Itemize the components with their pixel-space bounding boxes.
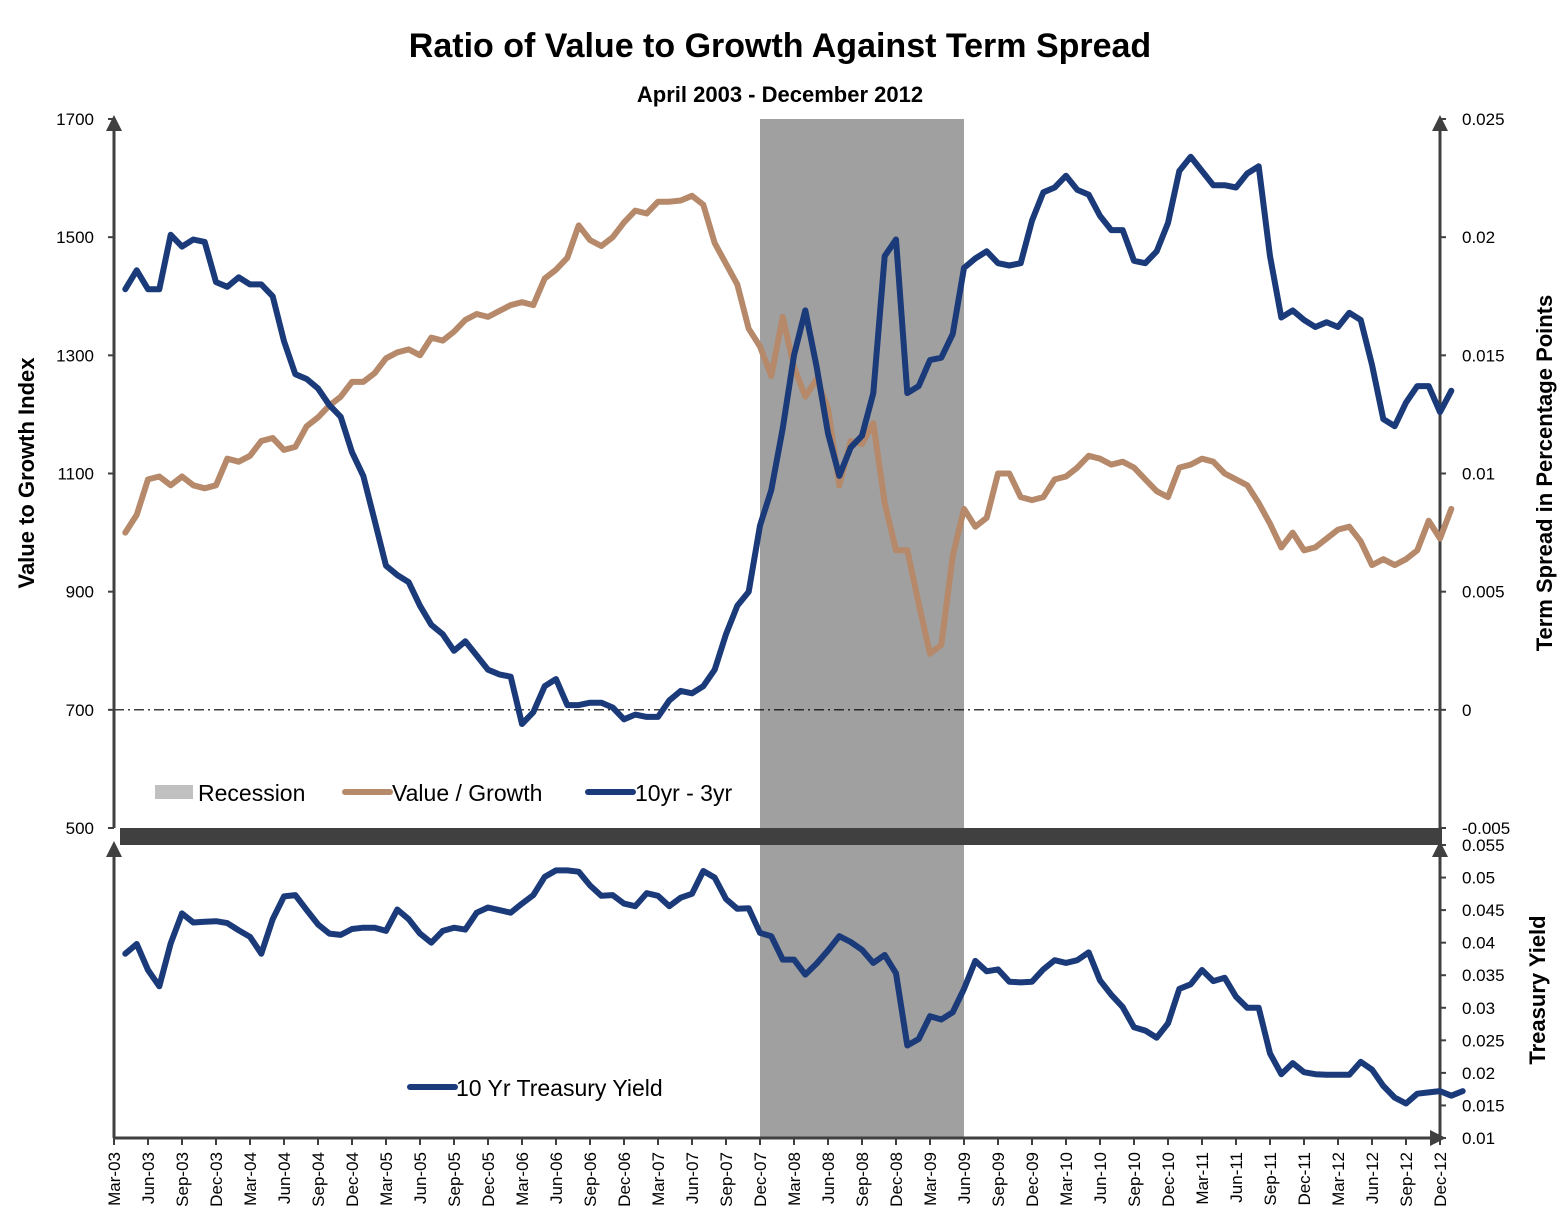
bottom-right-arrow	[1432, 841, 1448, 857]
x-tick-label: Mar-10	[1057, 1152, 1076, 1206]
x-tick-label: Dec-03	[207, 1152, 226, 1207]
x-tick-label: Jun-09	[955, 1152, 974, 1204]
treasury-yield-line	[122, 867, 1466, 1107]
legend-yield-label: 10 Yr Treasury Yield	[456, 1075, 663, 1101]
chart-subtitle: April 2003 - December 2012	[637, 82, 923, 107]
x-axis-arrow	[1430, 1130, 1446, 1146]
x-tick-label: Jun-06	[547, 1152, 566, 1204]
legend-top: Recession Value / Growth 10yr - 3yr	[155, 780, 732, 806]
x-tick-label: Jun-05	[411, 1152, 430, 1204]
x-tick-label: Dec-11	[1295, 1152, 1314, 1206]
legend-bottom: 10 Yr Treasury Yield	[407, 1075, 663, 1101]
chart-title: Ratio of Value to Growth Against Term Sp…	[409, 27, 1151, 65]
left-tick-label: 1500	[56, 228, 94, 247]
x-tick-label: Dec-12	[1431, 1152, 1450, 1207]
bottom-left-arrow	[106, 841, 122, 857]
left-tick-label: 700	[66, 701, 94, 720]
x-tick-label: Dec-07	[751, 1152, 770, 1207]
right-tick-label: 0.02	[1462, 228, 1495, 247]
yield-tick-label: 0.01	[1462, 1129, 1495, 1148]
x-tick-label: Mar-07	[649, 1152, 668, 1206]
right-tick-label: 0.01	[1462, 465, 1495, 484]
x-tick-label: Jun-12	[1363, 1152, 1382, 1204]
right-tick-label: 0.005	[1462, 583, 1505, 602]
yield-tick-label: 0.05	[1462, 869, 1495, 888]
top-series-lines	[122, 153, 1455, 727]
left-tick-label: 1700	[56, 110, 94, 129]
x-tick-label: Sep-04	[309, 1152, 328, 1207]
left-axis-title: Value to Growth Index	[14, 357, 39, 589]
x-tick-label: Sep-05	[445, 1152, 464, 1207]
x-tick-label: Sep-07	[717, 1152, 736, 1207]
x-tick-label: Dec-09	[1023, 1152, 1042, 1207]
x-tick-label: Sep-10	[1125, 1152, 1144, 1207]
top-left-arrow	[106, 115, 122, 131]
x-tick-label: Jun-04	[275, 1152, 294, 1204]
left-tick-label: 900	[66, 583, 94, 602]
x-tick-label: Dec-05	[479, 1152, 498, 1207]
yield-tick-label: 0.04	[1462, 934, 1495, 953]
x-tick-label: Mar-04	[241, 1152, 260, 1206]
x-tick-label: Mar-08	[785, 1152, 804, 1206]
yield-tick-label: 0.02	[1462, 1064, 1495, 1083]
left-tick-label: 1300	[56, 346, 94, 365]
legend-recession-swatch	[155, 785, 193, 799]
x-tick-label: Dec-08	[887, 1152, 906, 1207]
value-growth-line	[122, 192, 1455, 657]
yield-tick-label: 0.055	[1462, 836, 1505, 855]
yield-tick-label: 0.015	[1462, 1096, 1505, 1115]
x-tick-label: Dec-10	[1159, 1152, 1178, 1207]
axes	[106, 115, 1448, 1146]
x-tick-label: Sep-08	[853, 1152, 872, 1207]
legend-recession-label: Recession	[198, 780, 305, 806]
x-tick-label: Dec-04	[343, 1152, 362, 1207]
x-tick-label: Jun-03	[139, 1152, 158, 1204]
x-tick-label: Mar-11	[1193, 1152, 1212, 1205]
legend-spread-label: 10yr - 3yr	[635, 780, 732, 806]
yield-tick-label: 0.035	[1462, 966, 1505, 985]
x-tick-label: Jun-10	[1091, 1152, 1110, 1204]
x-tick-label: Mar-05	[377, 1152, 396, 1206]
yield-tick-label: 0.03	[1462, 999, 1495, 1018]
right-tick-label: -0.005	[1462, 819, 1510, 838]
x-tick-label: Jun-08	[819, 1152, 838, 1204]
x-tick-label: Dec-06	[615, 1152, 634, 1207]
right-tick-label: 0.025	[1462, 110, 1505, 129]
right-tick-label: 0.015	[1462, 346, 1505, 365]
x-tick-label: Jun-07	[683, 1152, 702, 1204]
yield-tick-label: 0.045	[1462, 901, 1505, 920]
right-tick-label: 0	[1462, 701, 1471, 720]
treasury-axis-title: Treasury Yield	[1525, 915, 1550, 1064]
x-tick-label: Sep-12	[1397, 1152, 1416, 1207]
bottom-series-lines	[122, 867, 1466, 1107]
legend-value-growth-label: Value / Growth	[392, 780, 542, 806]
x-tick-label: Mar-12	[1329, 1152, 1348, 1206]
x-tick-label: Sep-11	[1261, 1152, 1280, 1206]
spread-line	[122, 153, 1455, 727]
panel-divider	[120, 828, 1442, 845]
x-tick-label: Sep-06	[581, 1152, 600, 1207]
x-tick-label: Mar-03	[105, 1152, 124, 1206]
top-right-arrow	[1432, 115, 1448, 131]
x-tick-label: Sep-03	[173, 1152, 192, 1207]
x-tick-label: Sep-09	[989, 1152, 1008, 1207]
x-tick-label: Jun-11	[1227, 1152, 1246, 1203]
x-tick-label: Mar-09	[921, 1152, 940, 1206]
right-axis-title: Term Spread in Percentage Points	[1532, 295, 1557, 652]
recession-band	[760, 119, 964, 1138]
left-tick-label: 500	[66, 819, 94, 838]
left-tick-label: 1100	[57, 465, 94, 484]
tick-labels: 1700 1500 1300 1100 900 700 500 0.025 0.02 0.015 0…	[56, 110, 1510, 1207]
x-tick-label: Mar-06	[513, 1152, 532, 1206]
yield-tick-label: 0.025	[1462, 1031, 1505, 1050]
